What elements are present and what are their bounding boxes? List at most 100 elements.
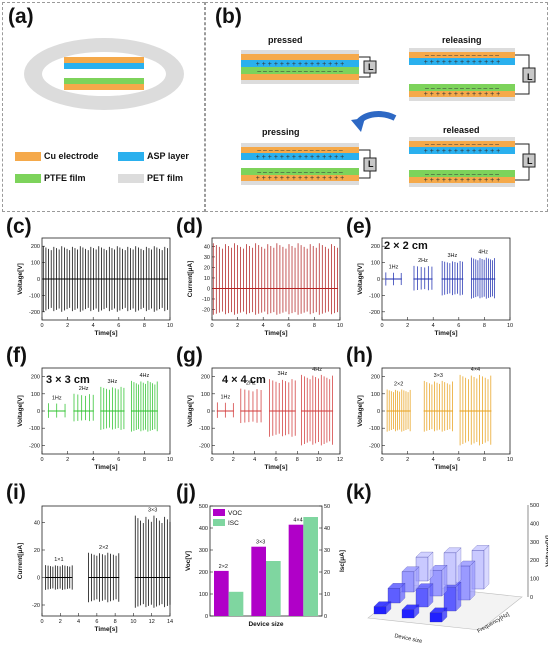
bar-voc [214,570,229,616]
mechanism-diagram: + + + + + + + + + + + + + + + – – – – – … [241,48,536,187]
x-tick-label: 8 [143,457,146,463]
y-tick-label: 20 [34,548,40,554]
panel-b-frame [205,2,548,212]
state-label-releasing: releasing [442,35,482,45]
y-axis-label: Voltage[V] [17,395,24,427]
y-tick-label: 10 [204,276,210,282]
x-tick-label: 4 [77,619,80,625]
group-label: 2Hz [79,386,89,392]
x-tick-label: 6 [95,619,98,625]
chart-e: -200 -100 0 100 200 0 2 4 6 8 10 Time[s] Voltage[V] 1… [357,237,513,337]
x-tick-label: 8 [114,619,117,625]
top-asp [64,63,144,69]
legend-label-pet: PET film [147,173,184,183]
bar-3d-front [387,588,401,604]
legend-swatch-ptfe [15,174,41,183]
bar-3d-side [441,564,448,597]
legend-label-cu: Cu electrode [44,151,99,161]
x-tick-label: 8 [483,323,486,329]
x-tick-label: 0 [380,457,383,463]
panel-label-j: (j) [176,481,196,504]
group-label: 4Hz [140,373,150,379]
plus-charges: + + + + + + + + + + + + + + + [256,61,345,68]
x-tick-label: 6 [287,323,290,329]
y-tick-label: 100 [371,392,380,398]
y-tick-label: -200 [29,443,40,449]
legend-label-ptfe: PTFE film [44,173,86,183]
bar-3d-front [429,612,443,623]
panel-label-a: (a) [8,5,34,28]
x-tick-label: 4 [262,323,265,329]
x-tick-label: 10 [507,323,513,329]
bar-3d-top [415,551,434,558]
bar-isc [266,561,281,616]
chart-j: 0 100 200 300 400 500 0 10 20 30 40 50 2×2 3×3 4×4 Devi… [185,504,346,628]
top-cu [64,57,144,63]
bottom-ptfe [64,78,144,84]
y-tick-label: -100 [369,426,380,432]
bar-3d-side [469,560,476,601]
svg-text:– – – – – – – – – – – – –: – – – – – – – – – – – – – [425,85,499,92]
panel-label-f: (f) [6,344,27,367]
y-tick-label: 200 [201,375,210,381]
y-tick-label: 0 [37,576,40,582]
y-tick-label: 100 [199,592,208,598]
plot-frame [211,237,341,321]
y-tick-label: 40 [34,521,40,527]
y-tick-label: 200 [371,244,380,250]
y-axis-label: Current[μA] [187,261,194,297]
title-e: 2 × 2 cm [384,240,428,252]
y-tick-label: 200 [31,375,40,381]
x-tick-label: 0 [380,323,383,329]
panel-label-c: (c) [6,215,32,238]
group-label: 2Hz [246,381,256,387]
x-tick-label: 6 [117,457,120,463]
bottom-cu [64,84,144,90]
group-label: 2×2 [394,382,403,388]
chart-g: -200 -100 0 100 200 0 2 4 6 8 10 12 Time[s] Voltage[V… [187,367,343,471]
panel-label-h: (h) [346,344,373,367]
panel-label-b: (b) [215,5,242,28]
group-label: 2Hz [418,258,428,264]
y-axis-label: Current[μA] [17,543,24,579]
x-tick-label: 0 [210,323,213,329]
x-axis-label: Time[s] [95,330,118,337]
bar-3d-top [429,607,448,613]
group-label: 4Hz [478,250,488,256]
category-label: 3×3 [256,540,265,546]
svg-text:– – – – – – – – – – – – –: – – – – – – – – – – – – – [425,52,499,59]
group-label: 1Hz [220,394,230,400]
y-right-axis-label: Isc[μA] [339,550,346,572]
y-tick-label: 400 [199,526,208,532]
legend-swatch-isc [213,519,225,526]
bar-3d-front [401,609,415,619]
state-label-released: released [443,125,480,135]
x-tick-label: 8 [313,323,316,329]
x-tick-label: 6 [457,323,460,329]
z-tick-label: 300 [530,540,539,546]
y-tick-label: -200 [29,310,40,316]
panel-label-d: (d) [176,215,203,238]
x-tick-label: 12 [337,457,343,463]
group-label: 2×2 [99,545,108,551]
svg-text:– – – – – – – – – – – – – – –: – – – – – – – – – – – – – – – [257,147,343,154]
group-label: 3Hz [278,371,288,377]
teng-released: – – – – – – – – – – – – – + + + + + + + … [409,137,536,187]
group-label: 1Hz [52,395,62,401]
y-tick-label: 100 [371,261,380,267]
x-tick-label: 10 [130,619,136,625]
y-tick-label: 0 [37,277,40,283]
group-label: 3×3 [148,508,157,514]
y-axis-label: Voltage[V] [357,263,364,295]
x-tick-label: 10 [167,323,173,329]
svg-text:+ + + + + + + + + + + + + + +: + + + + + + + + + + + + + + + [256,154,345,161]
legend-swatch-cu [15,152,41,161]
y-right-tick-label: 10 [324,592,330,598]
group-label: 3Hz [448,253,458,259]
group-label: 1Hz [389,264,399,270]
bar-3d-front [373,606,387,615]
y-axis-label: Voc[V] [185,551,192,571]
y-right-tick-label: 20 [324,570,330,576]
bar-voc [251,546,266,616]
y-tick-label: -20 [32,603,40,609]
